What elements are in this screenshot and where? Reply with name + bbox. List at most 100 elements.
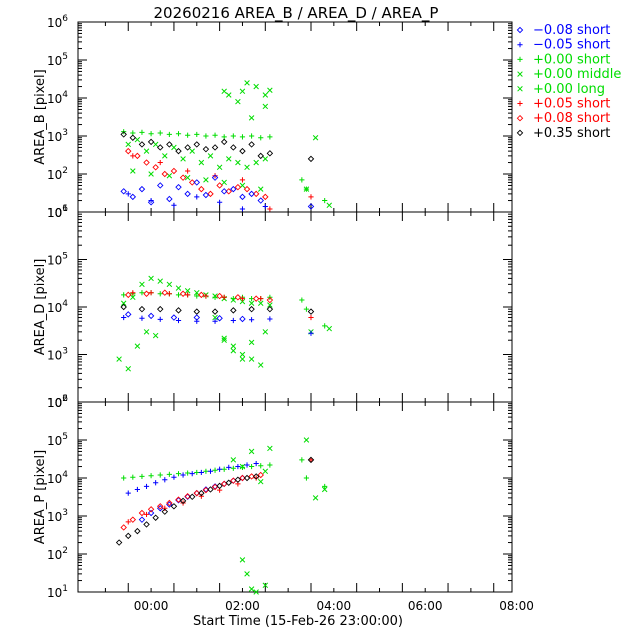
data-point (166, 141, 173, 148)
data-point (139, 315, 145, 321)
data-point (235, 463, 241, 470)
y-tick-exponent: 5 (62, 252, 68, 262)
data-point (239, 193, 246, 201)
data-point (244, 164, 250, 171)
data-point (267, 302, 273, 308)
data-point (156, 144, 164, 151)
y-tick-exponent: 3 (62, 128, 68, 138)
data-point (207, 468, 214, 474)
data-point (207, 153, 214, 159)
data-point (170, 314, 178, 321)
data-point (212, 314, 218, 321)
data-point (299, 297, 305, 303)
data-point (212, 467, 218, 473)
data-point (239, 147, 246, 155)
data-point (262, 468, 269, 475)
data-point (303, 437, 310, 443)
y-tick-base: 10 (47, 92, 62, 106)
data-point (262, 103, 269, 110)
y-tick-exponent: 3 (62, 508, 68, 518)
data-point (230, 144, 237, 151)
y-axis-label: AREA_B [pixel] (33, 69, 48, 165)
data-point (188, 493, 196, 501)
legend-item: +0.00 short (517, 52, 610, 67)
y-tick-exponent: 2 (62, 394, 68, 404)
y-tick-base: 10 (47, 54, 62, 68)
data-point (257, 362, 264, 368)
data-point (166, 131, 172, 138)
data-point (166, 281, 173, 288)
series--0-00-long (239, 557, 269, 595)
y-tick-label: 106 (47, 394, 68, 410)
data-point (239, 356, 246, 362)
data-point (216, 292, 223, 300)
data-point (147, 138, 155, 146)
data-point (138, 305, 146, 313)
data-point (248, 448, 255, 455)
y-tick-exponent: 4 (62, 299, 68, 309)
y-tick-label: 102 (47, 166, 68, 182)
data-point (134, 343, 141, 349)
data-point (175, 307, 182, 314)
data-point (221, 337, 227, 343)
data-point (248, 586, 255, 592)
legend-label: +0.08 short (533, 111, 610, 126)
y-tick-exponent: 2 (62, 546, 68, 556)
data-point (262, 193, 269, 201)
data-point (217, 466, 223, 472)
data-point (321, 486, 328, 493)
series--0-00-short (121, 457, 328, 490)
data-point (303, 475, 310, 481)
data-point (312, 495, 319, 501)
data-point (230, 465, 236, 471)
data-point (120, 300, 127, 306)
data-point (220, 188, 228, 195)
data-point (230, 185, 237, 193)
y-tick-base: 10 (47, 16, 62, 30)
series--0-08-short (125, 289, 274, 304)
data-point (308, 314, 314, 321)
legend-item: +0.35 short (516, 126, 610, 141)
legend-item: +0.00 long (517, 82, 605, 97)
data-point (125, 191, 131, 197)
data-point (239, 88, 246, 95)
legend-label: +0.35 short (533, 126, 610, 141)
data-point (299, 457, 305, 463)
series--0-35-short (120, 131, 315, 163)
data-point (307, 155, 315, 163)
data-point (257, 152, 264, 160)
x-axis-label: Start Time (15-Feb-26 23:00:00) (193, 614, 403, 629)
data-point (194, 469, 200, 476)
data-point (125, 141, 132, 148)
legend-marker (517, 71, 523, 77)
data-point (207, 190, 214, 198)
data-point (152, 164, 159, 171)
data-point (152, 332, 159, 339)
series--0-00-middle (120, 275, 273, 362)
data-point (252, 295, 260, 302)
data-point (185, 292, 191, 298)
data-point (234, 476, 242, 483)
data-point (198, 469, 204, 476)
legend-item: +0.08 short (516, 111, 610, 126)
data-point (180, 156, 186, 162)
data-point (134, 527, 141, 535)
data-point (326, 202, 333, 209)
data-point (303, 186, 310, 192)
y-tick-label: 105 (47, 52, 68, 68)
data-point (248, 190, 255, 198)
data-point (235, 98, 241, 105)
plot-frame (77, 21, 513, 213)
data-point (212, 318, 218, 324)
data-point (147, 199, 155, 206)
data-point (185, 168, 191, 174)
data-point (262, 582, 269, 589)
series--0-05-short (125, 457, 314, 525)
data-points (115, 437, 328, 595)
data-point (248, 305, 255, 313)
y-tick-label: 103 (47, 347, 68, 363)
data-point (262, 156, 269, 162)
data-point (147, 506, 155, 513)
